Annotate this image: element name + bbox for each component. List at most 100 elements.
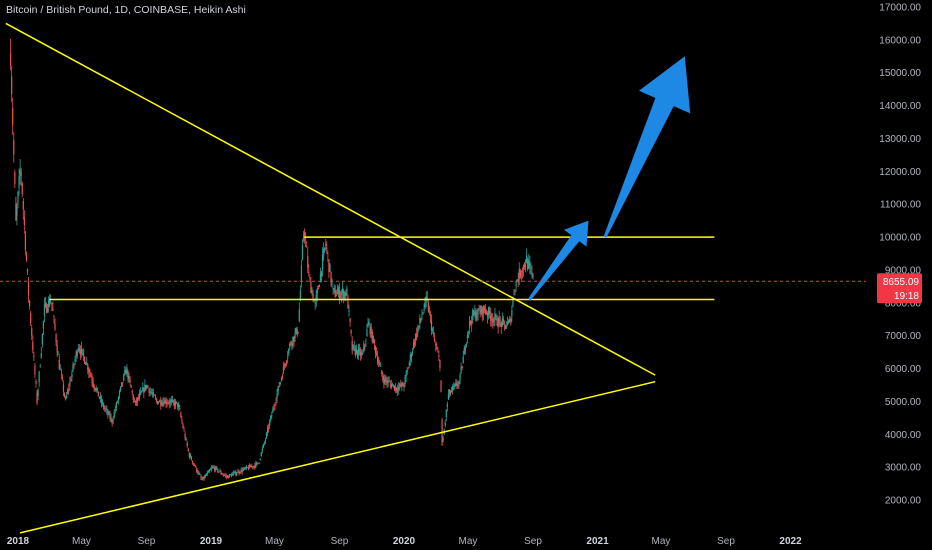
candle-body (395, 387, 398, 391)
candle-body (97, 391, 99, 397)
candle-body (492, 318, 494, 323)
candle-body (277, 386, 279, 392)
candle (341, 289, 343, 303)
candle (527, 257, 529, 272)
candle (463, 345, 465, 355)
candle-body (346, 288, 348, 295)
candle (228, 473, 231, 478)
candle-body (242, 469, 244, 471)
candle (320, 270, 323, 283)
candle-body (174, 401, 177, 406)
candle (254, 462, 256, 470)
trendline-layer[interactable] (5, 22, 715, 534)
candle (473, 309, 475, 316)
candle (240, 467, 242, 474)
candle-body (35, 381, 37, 384)
candle-body (501, 318, 503, 326)
candle-body (281, 375, 283, 378)
candle-body (276, 393, 278, 398)
candle (529, 255, 531, 274)
candle (103, 402, 105, 411)
candle (251, 463, 253, 468)
candle (307, 247, 309, 274)
candle-body (458, 381, 460, 384)
candle-body (124, 370, 126, 375)
candle (36, 389, 38, 406)
price-tick-label: 14000.00 (879, 101, 921, 112)
candle (119, 386, 122, 393)
candle-body (93, 385, 95, 389)
candle-body (280, 378, 282, 380)
candle (144, 379, 146, 392)
candle-body (219, 470, 221, 472)
candle-body (361, 352, 363, 356)
candle-body (144, 384, 146, 391)
candle (42, 320, 44, 336)
candle-body (417, 328, 419, 334)
candle-body (303, 232, 306, 236)
candle (457, 381, 459, 390)
last-price-badge: 8655.09 19:18 (877, 273, 922, 304)
candle (338, 282, 341, 305)
candle-body (381, 370, 383, 375)
candle-body (379, 363, 381, 365)
candle (81, 349, 84, 356)
candle-body (59, 369, 61, 371)
time-tick-label: Sep (524, 536, 542, 547)
candle (24, 231, 27, 256)
candle-body (292, 336, 294, 343)
candle-body (173, 402, 176, 407)
candle-body (430, 320, 433, 331)
candle-body (455, 382, 457, 385)
candle-body (397, 389, 399, 392)
candle-body (44, 302, 47, 307)
candle-body (275, 401, 277, 403)
candle-body (321, 255, 324, 270)
candle-body (372, 336, 374, 342)
candle-body (373, 340, 375, 344)
candle-body (96, 388, 98, 391)
candle (475, 308, 477, 322)
candle (325, 238, 327, 251)
candle (342, 280, 344, 301)
candle-body (146, 385, 148, 388)
candle (61, 374, 64, 382)
candle-body (295, 327, 297, 333)
candle-body (463, 348, 465, 355)
candle-body (12, 107, 14, 126)
candle (182, 422, 184, 429)
candle-body (73, 364, 75, 366)
candle (201, 476, 203, 481)
candle (309, 274, 311, 283)
candle-body (479, 311, 481, 314)
candle (60, 368, 62, 380)
arrow-annotation-layer[interactable] (528, 56, 691, 301)
candle-body (53, 316, 55, 317)
candle (200, 474, 202, 480)
candle-body (79, 350, 81, 355)
candle (118, 389, 121, 399)
candle (92, 376, 94, 388)
time-tick-label: 2021 (586, 536, 609, 547)
candle (495, 313, 497, 321)
price-tick-label: 8000.00 (885, 298, 922, 309)
candle (123, 373, 125, 382)
candle-body (522, 265, 525, 270)
candle (358, 343, 361, 356)
candle (149, 387, 151, 396)
candle (53, 314, 55, 324)
price-tick-label: 15000.00 (879, 68, 921, 79)
candle (362, 349, 364, 355)
candle (51, 302, 53, 312)
time-tick-label: 2019 (200, 536, 223, 547)
candle-body (161, 403, 163, 406)
candle (167, 400, 169, 405)
candle (472, 308, 474, 324)
candle (385, 375, 387, 385)
candle (270, 415, 272, 423)
price-axis[interactable] (866, 0, 932, 528)
candle-body (365, 340, 367, 342)
candle (173, 398, 176, 410)
candle-body (449, 390, 452, 394)
